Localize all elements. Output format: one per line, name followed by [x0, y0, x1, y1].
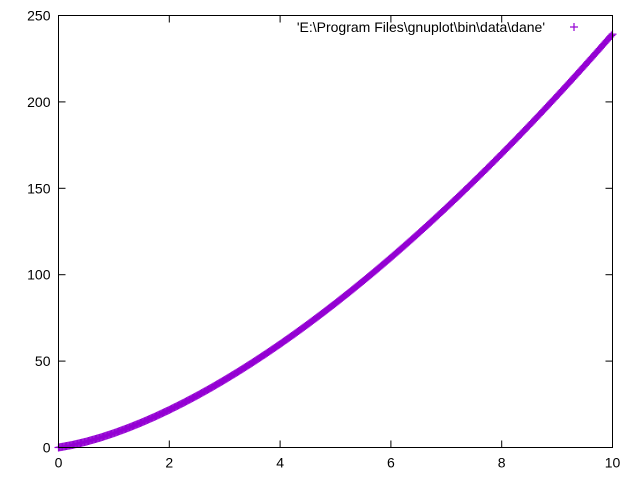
x-tick-label: 10 [605, 455, 621, 471]
y-tick-label: 50 [35, 353, 51, 369]
x-tick-label: 8 [498, 455, 506, 471]
y-tick-label: 0 [43, 440, 51, 456]
x-tick-label: 2 [165, 455, 173, 471]
legend: 'E:\Program Files\gnuplot\bin\data\dane' [297, 19, 578, 35]
x-tick-label: 6 [387, 455, 395, 471]
legend-plus-icon [570, 23, 578, 31]
y-tick-label: 200 [27, 94, 51, 110]
plot-frame [58, 15, 613, 448]
data-point [607, 31, 616, 40]
data-points [54, 30, 617, 452]
y-tick-label: 100 [27, 267, 51, 283]
y-tick-label: 250 [27, 8, 51, 24]
legend-marker [570, 23, 578, 31]
x-tick-label: 0 [55, 455, 63, 471]
legend-label: 'E:\Program Files\gnuplot\bin\data\dane' [297, 19, 545, 35]
y-tick-label: 150 [27, 180, 51, 196]
x-tick-label: 4 [276, 455, 284, 471]
